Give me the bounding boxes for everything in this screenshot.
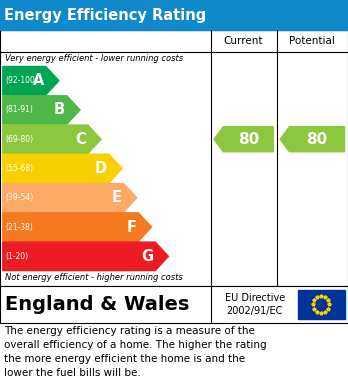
Text: (69-80): (69-80) [6,135,34,144]
Text: Not energy efficient - higher running costs: Not energy efficient - higher running co… [5,273,182,282]
Text: (21-38): (21-38) [6,222,33,231]
Text: England & Wales: England & Wales [5,295,190,314]
Text: G: G [141,249,153,264]
Bar [0,286,348,323]
Text: (92-100): (92-100) [6,76,38,85]
Text: E: E [112,190,122,205]
Text: (81-91): (81-91) [6,106,33,115]
Bar [298,290,345,319]
Text: 80: 80 [238,132,259,147]
Polygon shape [280,127,345,152]
Text: The energy efficiency rating is a measure of the
overall efficiency of a home. T: The energy efficiency rating is a measur… [4,326,267,378]
Text: EU Directive
2002/91/EC: EU Directive 2002/91/EC [225,293,285,316]
Text: (55-68): (55-68) [6,164,34,173]
Polygon shape [214,127,273,152]
Text: Energy Efficiency Rating: Energy Efficiency Rating [4,7,206,23]
Bar [0,0,348,30]
Polygon shape [3,125,101,154]
Polygon shape [3,96,80,124]
Text: Current: Current [224,36,263,46]
Text: F: F [127,220,137,235]
Text: A: A [33,73,44,88]
Text: (1-20): (1-20) [6,252,29,261]
Polygon shape [3,242,168,271]
Bar [0,30,348,286]
Text: D: D [95,161,107,176]
Polygon shape [3,183,137,212]
Text: Potential: Potential [290,36,335,46]
Text: C: C [76,132,86,147]
Polygon shape [3,66,59,95]
Text: 80: 80 [306,132,327,147]
Text: B: B [54,102,65,117]
Text: (39-54): (39-54) [6,193,34,202]
Text: Very energy efficient - lower running costs: Very energy efficient - lower running co… [5,54,183,63]
Polygon shape [3,154,122,183]
Polygon shape [3,213,152,241]
